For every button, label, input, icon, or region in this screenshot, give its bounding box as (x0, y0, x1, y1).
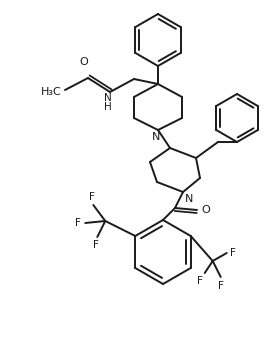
Text: F: F (93, 240, 99, 250)
Text: N: N (185, 194, 193, 204)
Text: H₃C: H₃C (41, 87, 62, 97)
Text: F: F (89, 192, 95, 202)
Text: F: F (75, 218, 81, 228)
Text: O: O (80, 57, 88, 67)
Text: F: F (230, 248, 236, 258)
Text: O: O (201, 205, 210, 215)
Text: F: F (197, 276, 203, 286)
Text: N: N (152, 132, 160, 142)
Text: N
H: N H (104, 93, 112, 112)
Text: F: F (218, 281, 224, 291)
